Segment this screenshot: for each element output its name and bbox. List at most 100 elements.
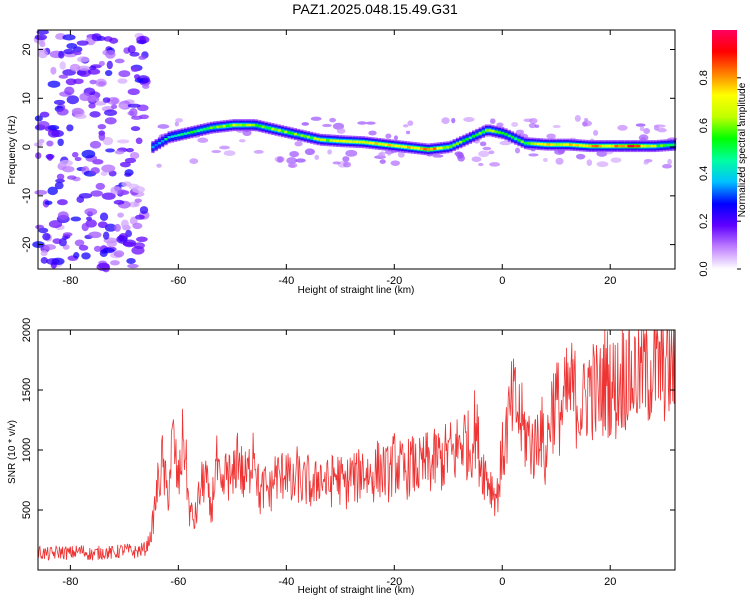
noise-blob bbox=[174, 121, 179, 127]
ridge-cell bbox=[154, 143, 158, 147]
noise-blob bbox=[64, 86, 75, 96]
noise-blob bbox=[471, 156, 482, 163]
noise-blob bbox=[134, 198, 142, 203]
noise-blob bbox=[47, 129, 60, 138]
noise-blob bbox=[127, 45, 136, 54]
noise-blob bbox=[478, 150, 490, 158]
ridge-cell bbox=[293, 132, 298, 136]
ridge-cell bbox=[157, 141, 162, 145]
noise-blob bbox=[129, 216, 138, 226]
colorbar-label: Normalized spectral amplitude bbox=[737, 82, 748, 217]
colorbar: 0.0 0.2 0.4 0.6 0.8 Normalized spectral ampl… bbox=[698, 30, 748, 277]
ridge-cell bbox=[407, 146, 411, 149]
noise-blob bbox=[336, 128, 346, 134]
frequency-ridge bbox=[151, 119, 677, 156]
y-tick-label: 1500 bbox=[21, 378, 33, 402]
ridge-cell bbox=[374, 142, 379, 145]
noise-blob bbox=[499, 140, 512, 146]
x-tick-label: -80 bbox=[62, 275, 78, 287]
ridge-cell bbox=[180, 133, 184, 136]
noise-blob bbox=[593, 129, 599, 136]
noise-blob bbox=[643, 161, 649, 165]
colorbar-tick-label: 0.6 bbox=[698, 118, 710, 133]
ridge-cell bbox=[494, 130, 498, 134]
noise-blob bbox=[286, 157, 297, 164]
noise-blob bbox=[295, 158, 306, 163]
noise-blob bbox=[102, 97, 111, 103]
noise-blob bbox=[62, 34, 76, 41]
noise-blob bbox=[66, 95, 79, 105]
noise-blob bbox=[90, 190, 103, 197]
ridge-cell bbox=[663, 144, 667, 147]
noise-blob bbox=[223, 150, 236, 157]
noise-blob bbox=[357, 121, 367, 125]
ridge-cell bbox=[310, 136, 314, 140]
noise-blob bbox=[574, 114, 581, 122]
noise-blob bbox=[56, 108, 69, 116]
noise-blob bbox=[488, 150, 495, 155]
noise-blob bbox=[546, 133, 556, 140]
ridge-cell bbox=[585, 144, 589, 148]
noise-blob bbox=[117, 234, 124, 243]
noise-blob bbox=[657, 128, 667, 133]
noise-blob bbox=[89, 140, 102, 149]
ridge-cell bbox=[248, 123, 252, 127]
ridge-cell bbox=[219, 125, 223, 128]
x-tick-label: -20 bbox=[386, 275, 402, 287]
noise-blob bbox=[135, 137, 143, 145]
noise-blob bbox=[77, 56, 90, 63]
ridge-cell bbox=[442, 146, 447, 149]
ridge-cell bbox=[161, 139, 165, 143]
y-tick-label: 2000 bbox=[21, 318, 33, 342]
noise-blob bbox=[99, 212, 109, 222]
noise-blob bbox=[62, 232, 73, 237]
ridge-cell bbox=[572, 143, 576, 147]
noise-blob bbox=[635, 123, 646, 127]
snr-x-label: Height of straight line (km) bbox=[298, 585, 415, 596]
ridge-cell bbox=[423, 147, 427, 151]
noise-blob bbox=[34, 115, 43, 122]
noise-blob bbox=[127, 103, 141, 108]
noise-blob bbox=[73, 252, 80, 259]
noise-blob bbox=[407, 120, 414, 126]
ridge-cell bbox=[342, 140, 346, 143]
y-tick-label: 1000 bbox=[21, 438, 33, 462]
ridge-cell bbox=[627, 144, 631, 148]
noise-blob bbox=[157, 124, 170, 129]
snr-y-ticks: 500 1000 1500 2000 bbox=[21, 318, 675, 519]
ridge-cell bbox=[640, 144, 644, 148]
noise-blob bbox=[74, 156, 82, 162]
ridge-cell bbox=[277, 129, 281, 132]
ridge-cell bbox=[546, 143, 550, 146]
colorbar-gradient bbox=[712, 30, 737, 269]
ridge-cell bbox=[183, 132, 187, 135]
noise-blob bbox=[99, 249, 108, 257]
ridge-cell bbox=[368, 141, 372, 145]
ridge-cell bbox=[378, 142, 382, 146]
x-tick-label: -60 bbox=[170, 275, 186, 287]
noise-blob bbox=[638, 134, 649, 142]
noise-blob bbox=[55, 178, 65, 183]
noise-blob bbox=[105, 148, 115, 153]
ridge-cell bbox=[245, 123, 249, 127]
noise-blob bbox=[113, 250, 125, 258]
ridge-cell bbox=[540, 143, 544, 146]
noise-blob bbox=[322, 123, 332, 128]
noise-blob bbox=[93, 245, 102, 252]
noise-blob bbox=[88, 231, 102, 239]
noise-blob bbox=[138, 55, 147, 60]
ridge-cell bbox=[332, 139, 336, 142]
colorbar-tick-label: 0.8 bbox=[698, 70, 710, 85]
ridge-cell bbox=[177, 133, 181, 137]
ridge-cell bbox=[199, 128, 204, 132]
ridge-cell bbox=[465, 138, 469, 141]
noise-blob bbox=[89, 111, 101, 118]
noise-blob bbox=[46, 258, 60, 265]
noise-blob bbox=[54, 181, 64, 190]
ridge-cell bbox=[436, 147, 440, 150]
noise-blob bbox=[390, 160, 400, 166]
x-tick-label: -40 bbox=[278, 576, 294, 588]
ridge-cell bbox=[345, 140, 349, 143]
noise-blob bbox=[76, 196, 85, 203]
ridge-cell bbox=[193, 130, 197, 133]
